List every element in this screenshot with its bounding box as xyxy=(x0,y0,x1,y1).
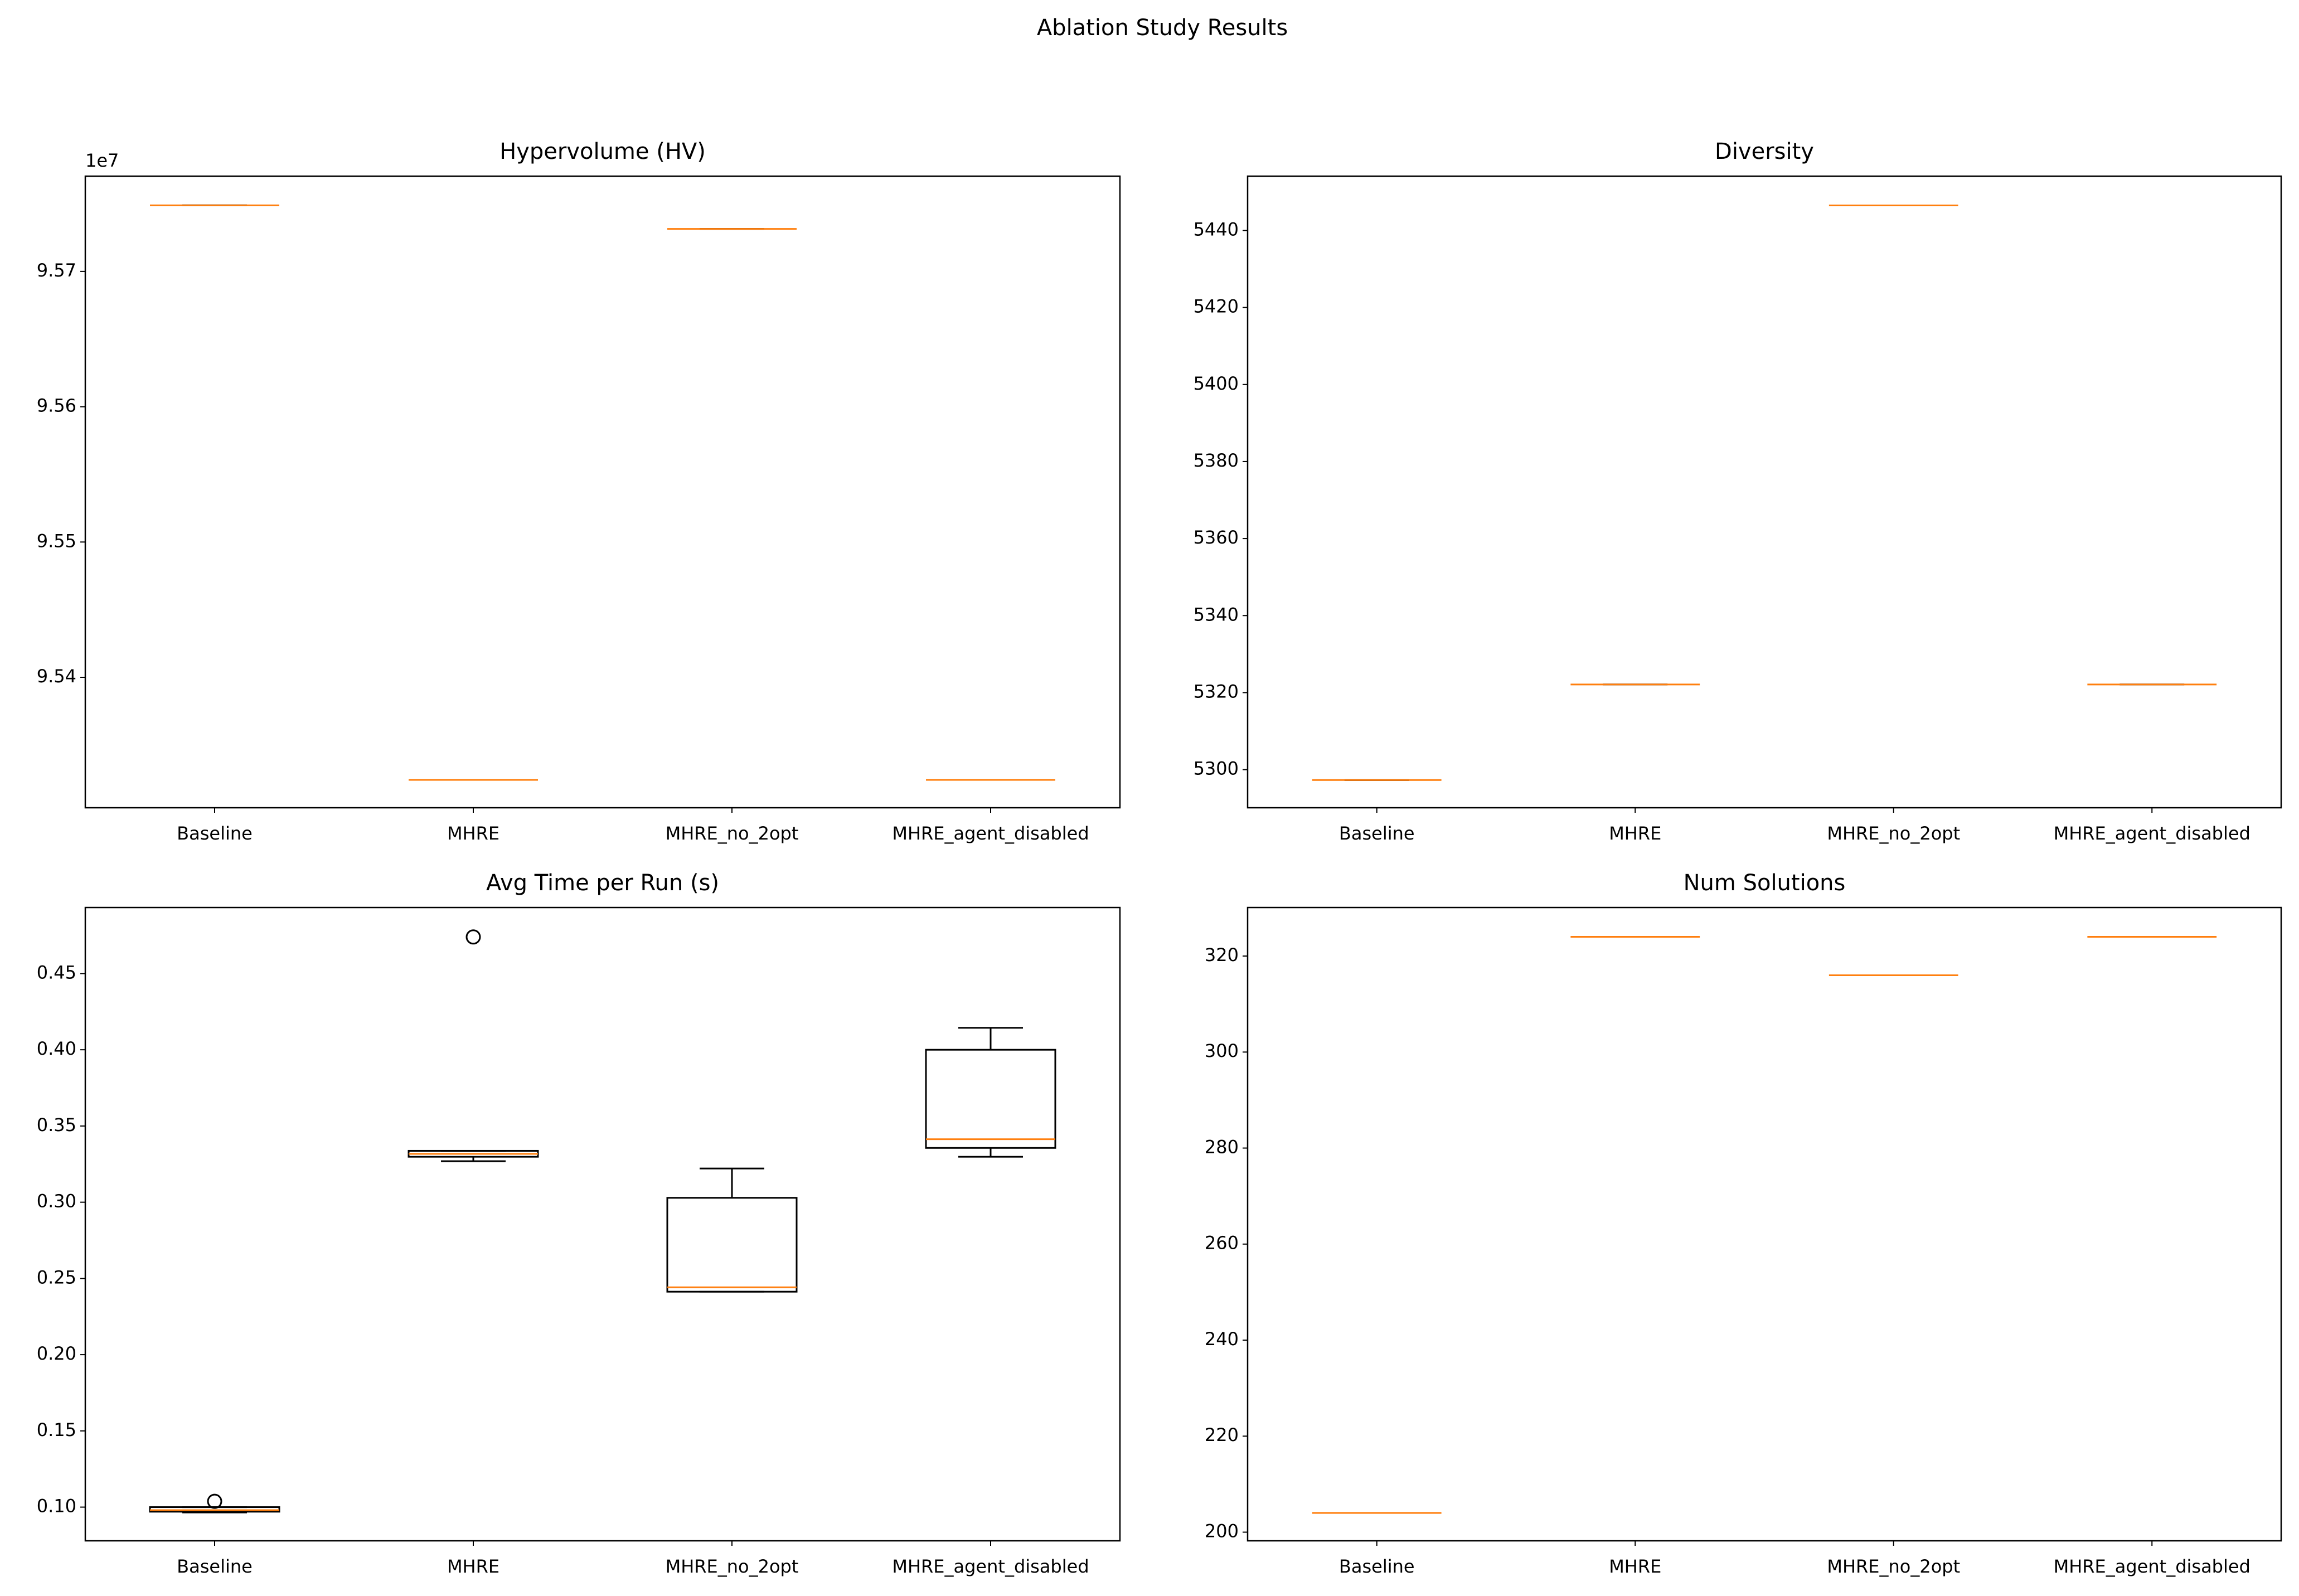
x-tick-label: MHRE_no_2opt xyxy=(666,823,799,844)
y-tick-label: 240 xyxy=(1205,1328,1239,1350)
x-tick-label: Baseline xyxy=(177,1556,253,1577)
x-tick-label: MHRE xyxy=(1609,823,1661,844)
x-tick-label: MHRE_agent_disabled xyxy=(2054,823,2251,844)
y-tick-label: 9.54 xyxy=(37,666,76,687)
x-tick-label: MHRE_no_2opt xyxy=(1827,823,1960,844)
axes-frame xyxy=(1246,175,2282,809)
subplot-title: Num Solutions xyxy=(1684,870,1846,896)
flier xyxy=(207,1493,222,1509)
y-tick-label: 0.25 xyxy=(37,1267,76,1288)
y-tick-label: 0.30 xyxy=(37,1191,76,1212)
axes-frame xyxy=(84,175,1121,809)
y-tick-label: 5300 xyxy=(1194,758,1239,779)
y-tick-label: 5440 xyxy=(1194,219,1239,240)
y-tick-label: 9.57 xyxy=(37,260,76,281)
x-tick-label: MHRE_agent_disabled xyxy=(892,1556,1089,1577)
y-tick-label: 220 xyxy=(1205,1424,1239,1445)
y-tick-label: 0.35 xyxy=(37,1114,76,1136)
x-tick-label: MHRE xyxy=(447,823,499,844)
x-tick-label: MHRE_agent_disabled xyxy=(892,823,1089,844)
y-tick-label: 280 xyxy=(1205,1136,1239,1157)
y-tick-label: 300 xyxy=(1205,1040,1239,1061)
flier xyxy=(465,929,481,945)
x-tick-label: Baseline xyxy=(1339,1556,1415,1577)
y-tick-label: 200 xyxy=(1205,1520,1239,1541)
x-tick-label: MHRE xyxy=(447,1556,499,1577)
y-tick-label: 9.56 xyxy=(37,395,76,416)
axes-frame xyxy=(84,906,1121,1542)
x-tick-label: MHRE_no_2opt xyxy=(1827,1556,1960,1577)
y-tick-label: 5340 xyxy=(1194,604,1239,625)
box xyxy=(666,1197,798,1293)
y-tick-label: 0.45 xyxy=(37,962,76,983)
y-tick-label: 260 xyxy=(1205,1233,1239,1254)
y-tick-label: 5360 xyxy=(1194,527,1239,548)
x-tick-label: MHRE_no_2opt xyxy=(666,1556,799,1577)
subplot-title: Diversity xyxy=(1715,139,1814,164)
y-tick-label: 9.55 xyxy=(37,530,76,551)
x-tick-label: MHRE xyxy=(1609,1556,1661,1577)
box xyxy=(925,1049,1056,1149)
offset-text: 1e7 xyxy=(85,150,119,171)
y-tick-label: 0.40 xyxy=(37,1038,76,1059)
y-tick-label: 0.10 xyxy=(37,1496,76,1517)
axes-frame xyxy=(1246,906,2282,1542)
y-tick-label: 5380 xyxy=(1194,450,1239,471)
x-tick-label: Baseline xyxy=(1339,823,1415,844)
y-tick-label: 0.15 xyxy=(37,1419,76,1440)
subplot-title: Avg Time per Run (s) xyxy=(486,870,719,896)
y-tick-label: 5320 xyxy=(1194,681,1239,702)
y-tick-label: 320 xyxy=(1205,944,1239,966)
y-tick-label: 0.20 xyxy=(37,1343,76,1364)
y-tick-label: 5400 xyxy=(1194,373,1239,394)
x-tick-label: MHRE_agent_disabled xyxy=(2054,1556,2251,1577)
y-tick-label: 5420 xyxy=(1194,296,1239,317)
figure-title: Ablation Study Results xyxy=(1037,15,1288,41)
subplot-title: Hypervolume (HV) xyxy=(499,139,706,164)
x-tick-label: Baseline xyxy=(177,823,253,844)
